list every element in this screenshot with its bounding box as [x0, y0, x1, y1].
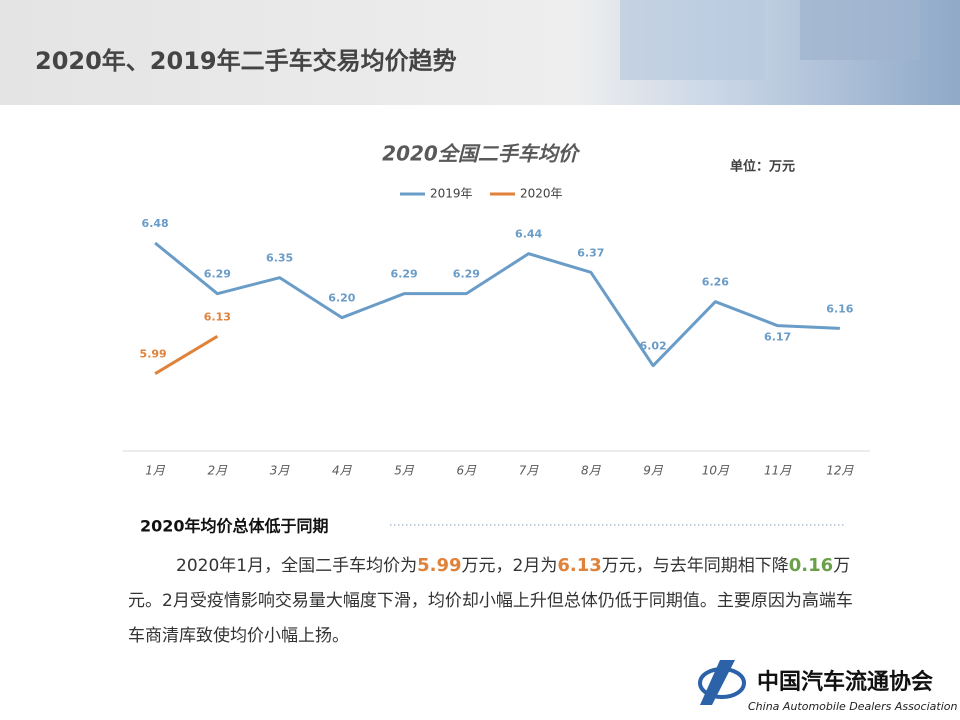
- header-cube: [620, 0, 765, 80]
- x-tick-label: 9月: [643, 464, 664, 478]
- data-label: 6.29: [204, 268, 231, 281]
- data-label: 6.17: [764, 331, 791, 344]
- chart-title: 2020全国二手车均价: [382, 142, 581, 166]
- data-label: 6.48: [142, 217, 169, 230]
- x-tick-label: 11月: [764, 464, 792, 478]
- x-tick-label: 10月: [702, 464, 730, 478]
- legend-label: 2019年: [430, 187, 473, 201]
- series-line: [154, 335, 219, 375]
- series-line: [154, 241, 840, 368]
- data-label: 6.26: [702, 276, 729, 289]
- paragraph-part: 万元。2月受疫情影响交易量大幅度下滑，均价却小幅上升但总体仍低于同期值。主要原因…: [128, 556, 853, 646]
- paragraph-part: 6.13: [557, 555, 602, 576]
- paragraph-part: 万元，与去年同期相下降: [601, 556, 789, 576]
- data-label: 6.13: [204, 310, 231, 323]
- unit-label: 单位：万元: [730, 159, 795, 175]
- x-tick-label: 3月: [270, 464, 291, 478]
- paragraph-part: 万元，2月为: [461, 556, 558, 576]
- logo: 中国汽车流通协会 China Automobile Dealers Associ…: [698, 660, 957, 713]
- summary-paragraph: 2020年1月，全国二手车均价为5.99万元，2月为6.13万元，与去年同期相下…: [128, 548, 863, 654]
- paragraph-part: 0.16: [788, 555, 834, 576]
- logo-name: 中国汽车流通协会: [757, 669, 933, 695]
- legend-label: 2020年: [520, 187, 563, 201]
- x-tick-label: 1月: [145, 464, 166, 478]
- data-label: 6.02: [640, 340, 667, 353]
- data-label: 5.99: [140, 348, 167, 361]
- paragraph-part: 2020年1月，全国二手车均价为: [176, 556, 418, 576]
- data-label: 6.20: [328, 292, 355, 305]
- data-label: 6.35: [266, 252, 293, 265]
- logo-mark: [700, 660, 735, 705]
- x-tick-label: 6月: [457, 464, 478, 478]
- section-heading: 2020年均价总体低于同期: [140, 517, 329, 536]
- paragraph-part: 5.99: [417, 555, 462, 576]
- data-label: 6.16: [826, 302, 853, 315]
- x-tick-label: 4月: [332, 464, 353, 478]
- data-label: 6.44: [515, 228, 542, 241]
- x-tick-label: 5月: [394, 464, 415, 478]
- data-label: 6.37: [577, 246, 604, 259]
- data-label: 6.29: [453, 268, 480, 281]
- header-cube: [800, 0, 920, 60]
- x-tick-label: 8月: [581, 464, 602, 478]
- data-label: 6.29: [391, 268, 418, 281]
- x-tick-label: 7月: [519, 464, 540, 478]
- x-tick-label: 2月: [208, 464, 229, 478]
- logo-subtitle: China Automobile Dealers Association: [748, 700, 957, 713]
- page-title: 2020年、2019年二手车交易均价趋势: [35, 47, 457, 75]
- x-tick-label: 12月: [826, 464, 854, 478]
